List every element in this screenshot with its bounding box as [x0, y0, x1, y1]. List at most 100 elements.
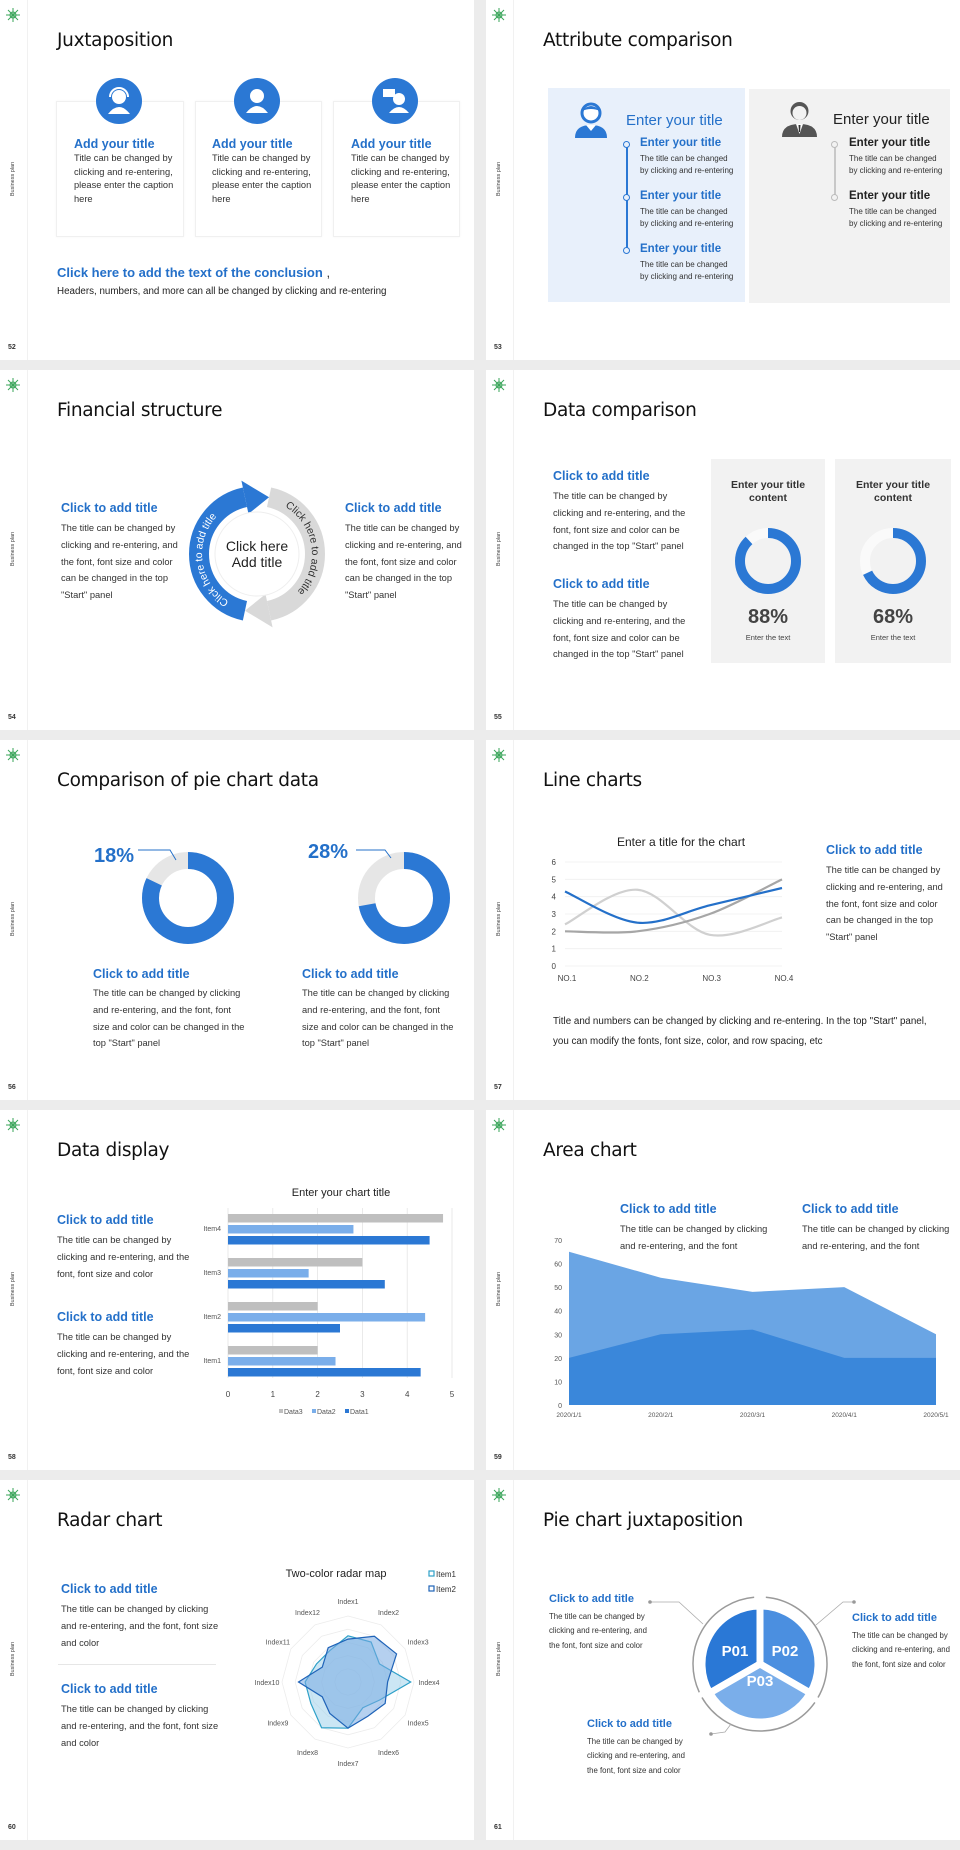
- pie-percent-label: 28%: [308, 841, 349, 863]
- center-text-line2: Add title: [232, 554, 283, 570]
- item-title: Enter your title: [640, 137, 722, 149]
- line-series-1: [564, 886, 783, 924]
- radar-axis-label: Index7: [337, 1761, 358, 1768]
- sidebar-divider: [513, 370, 514, 730]
- card[interactable]: [195, 101, 322, 237]
- legend-swatch: [428, 1570, 435, 1577]
- block-title: Click to add title: [549, 1593, 634, 1605]
- female-person-icon: [575, 102, 607, 138]
- page-number: 54: [8, 714, 16, 721]
- segmented-pie: P01 P02 P03: [648, 1596, 856, 1736]
- radar-axis-label: Index8: [297, 1750, 318, 1757]
- y-category-label: Item2: [203, 1314, 221, 1321]
- x-tick-label: NO.3: [702, 974, 721, 983]
- bar-Data2-Item3: [228, 1269, 309, 1278]
- sidebar-label: Business plan: [496, 161, 502, 197]
- block-body: The title can be changed by clicking and…: [620, 1224, 768, 1251]
- x-tick-label: 2: [315, 1390, 320, 1399]
- legend-swatch: [345, 1409, 349, 1413]
- stat-value: 68%: [872, 606, 914, 628]
- slide-title: Juxtaposition: [57, 30, 174, 51]
- block-title: Click to add title: [802, 1202, 899, 1216]
- slide-61[interactable]: Business plan 61 Pie chart juxtaposition…: [486, 1480, 960, 1840]
- radar-axis-label: Index12: [295, 1610, 320, 1617]
- slide-58[interactable]: Business plan 58 Data display Click to a…: [0, 1110, 474, 1470]
- block-body: The title can be changed by clicking and…: [302, 988, 454, 1049]
- donut-88-value-arc: [735, 528, 801, 594]
- conclusion-body: Headers, numbers, and more can all be ch…: [57, 286, 387, 297]
- radar-axis-label: Index4: [418, 1680, 439, 1687]
- stat-card-title: Enter your title content: [730, 479, 806, 504]
- area-chart: 0 10 20 30 40 50 60 70 2020/1/1 2020/2/1 2020/3/1 2…: [554, 1238, 949, 1419]
- bar-Data3-Item2: [228, 1302, 318, 1311]
- y-tick-label: 3: [552, 910, 557, 919]
- bar-Data1-Item2: [228, 1324, 340, 1333]
- x-tick-label: NO.1: [558, 974, 577, 983]
- donut-68-value-arc: [860, 528, 926, 594]
- right-panel: [749, 89, 950, 303]
- logo-icon: [6, 378, 20, 392]
- block-title: Click to add title: [345, 501, 442, 515]
- block-body: The title can be changed by clicking and…: [802, 1224, 950, 1251]
- logo-icon: [492, 748, 506, 762]
- stat-card[interactable]: [711, 459, 825, 663]
- bar-Data1-Item3: [228, 1280, 385, 1289]
- sidebar-divider: [513, 740, 514, 1100]
- y-tick-label: 30: [554, 1332, 562, 1339]
- slide-57[interactable]: Business plan 57 Line charts Enter a tit…: [486, 740, 960, 1100]
- item-body: The title can be changed by clicking and…: [640, 260, 734, 281]
- panel-heading: Enter your title: [626, 112, 723, 129]
- legend-label: Item2: [436, 1585, 457, 1594]
- bar-Data2-Item4: [228, 1225, 354, 1234]
- slide-53[interactable]: Business plan 53 Attribute comparison En…: [486, 0, 960, 360]
- radar-axis-label: Index1: [337, 1599, 358, 1606]
- chart-title: Two-color radar map: [286, 1568, 387, 1580]
- logo-icon: [6, 8, 20, 22]
- radar-gridline: [281, 1615, 415, 1749]
- legend-label: Data2: [317, 1409, 336, 1416]
- donut-charts: [735, 528, 926, 594]
- item-title: Enter your title: [640, 243, 722, 255]
- sidebar-label: Business plan: [10, 161, 16, 197]
- y-tick-label: 4: [552, 893, 557, 902]
- outer-ring-arc: [701, 1697, 816, 1732]
- radar-chart: Two-color radar map Index1 Index2 Index3 In…: [255, 1568, 457, 1768]
- block-title: Click to add title: [61, 1682, 158, 1696]
- block-body: The title can be changed by clicking and…: [93, 988, 245, 1049]
- radar-axis-label: Index9: [267, 1721, 288, 1728]
- x-tick-label: 2020/2/1: [648, 1412, 674, 1419]
- outer-ring-arc: [765, 1596, 828, 1698]
- left-panel: [548, 88, 745, 302]
- bar-chart: Enter your chart title 0 1 2 3 4 5 Item1 Item2 I…: [203, 1187, 454, 1416]
- slide-59[interactable]: Business plan 59 Area chart 0 10 20 30 40 50 6…: [486, 1110, 960, 1470]
- x-tick-label: 1: [271, 1390, 276, 1399]
- sidebar-divider: [27, 370, 28, 730]
- slide-52[interactable]: Business plan 52 Juxtaposition Add your …: [0, 0, 474, 360]
- donut-18-value-arc: [142, 852, 234, 944]
- slide-55[interactable]: Business plan 55 Data comparison Click t…: [486, 370, 960, 730]
- item-title: Enter your title: [849, 190, 931, 202]
- stat-card-title: Enter your title content: [855, 479, 931, 504]
- line-chart: Enter a title for the chart 0 1 2 3 4 5 6 NO.1 N…: [552, 835, 794, 983]
- legend-swatch: [279, 1409, 283, 1413]
- card-title: Add your title: [212, 137, 293, 151]
- legend-label: Data1: [350, 1409, 369, 1416]
- slide-54[interactable]: Business plan 54 Financial structure Cli…: [0, 370, 474, 730]
- pie-percent-label: 18%: [94, 845, 135, 867]
- slide-title: Pie chart juxtaposition: [543, 1510, 743, 1531]
- slide-title: Comparison of pie chart data: [57, 770, 319, 791]
- y-tick-label: 1: [552, 945, 557, 954]
- legend-label: Data3: [284, 1409, 303, 1416]
- slide-56[interactable]: Business plan 56 Comparison of pie chart…: [0, 740, 474, 1100]
- bar-Data1-Item1: [228, 1368, 421, 1377]
- radar-axis-label: Index5: [408, 1721, 429, 1728]
- center-circle[interactable]: [214, 511, 300, 597]
- slide-title: Financial structure: [57, 400, 223, 421]
- radar-axis-label: Index6: [378, 1750, 399, 1757]
- y-tick-label: 60: [554, 1262, 562, 1269]
- y-tick-label: 6: [552, 858, 557, 867]
- stat-card[interactable]: [835, 459, 951, 663]
- slide-60[interactable]: Business plan 60 Radar chart Click to ad…: [0, 1480, 474, 1840]
- block-title: Click to add title: [93, 967, 190, 981]
- radar-axis-label: Index10: [255, 1680, 280, 1687]
